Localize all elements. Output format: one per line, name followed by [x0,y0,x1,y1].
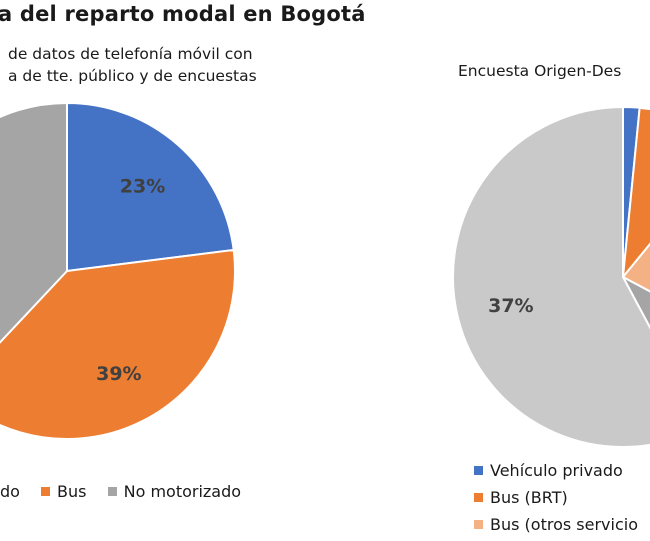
legend-swatch [107,487,117,496]
legend-label: Bus (BRT) [490,488,568,507]
legend-item: Bus [41,482,87,501]
pie-slice [66,101,235,273]
legend-label: do [0,482,20,501]
legend-swatch [474,466,483,475]
pie-slice [620,274,650,330]
legend-swatch [474,520,483,529]
left-chart-subtitle-line1: de datos de telefonía móvil con [8,45,253,63]
pie-slice [452,105,650,448]
pie-data-label: 37% [488,295,533,317]
chart-title: a del reparto modal en Bogotá [0,2,366,26]
legend-item: No motorizado [107,482,242,501]
pie-slice [621,106,650,281]
pie-data-label: 39% [96,363,141,385]
legend-label: Vehículo privado [490,461,623,480]
pie-data-label: 23% [120,175,165,197]
pie-slice [0,248,236,440]
pie-slice [0,101,68,344]
legend-label: No motorizado [123,482,242,501]
legend-swatch [41,487,51,496]
left-legend: do Bus No motorizado [0,482,257,501]
legend-item: Vehículo privado [474,460,638,487]
legend-item: Bus (otros servicio [474,514,638,541]
legend-label: Bus [57,482,87,501]
legend-swatch [474,493,483,502]
legend-item: do [0,482,20,501]
right-chart-subtitle: Encuesta Origen-Des [458,62,622,80]
right-legend: Vehículo privado Bus (BRT) Bus (otros se… [474,460,638,541]
legend-item: Bus (BRT) [474,487,638,514]
left-chart-subtitle-line2: a de tte. público y de encuestas [8,67,257,85]
legend-label: Bus (otros servicio [490,515,638,534]
